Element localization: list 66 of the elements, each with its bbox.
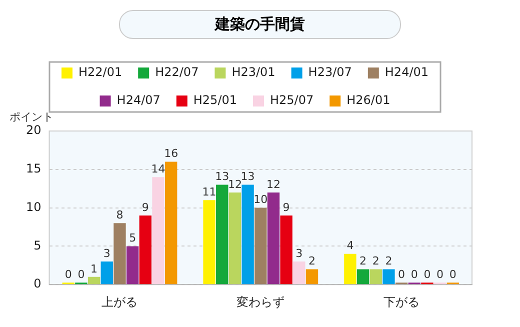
data-label: 9	[282, 200, 290, 214]
data-label: 3	[103, 246, 110, 260]
data-label: 11	[202, 185, 216, 198]
x-tick-label: 下がる	[384, 294, 420, 309]
y-tick-label: 20	[26, 123, 42, 138]
bar	[164, 162, 178, 284]
y-tick-label: 0	[34, 276, 42, 291]
data-label: 5	[129, 232, 136, 245]
data-label: 0	[78, 268, 85, 281]
data-label: 0	[449, 268, 456, 281]
legend-label: H22/07	[155, 65, 199, 80]
data-label: 2	[385, 254, 392, 268]
y-tick-label: 10	[26, 200, 42, 214]
bar	[242, 184, 254, 284]
data-label: 13	[240, 170, 255, 184]
bar	[152, 177, 164, 284]
data-label: 8	[116, 208, 124, 222]
data-label: 0	[424, 268, 431, 281]
legend-label: H26/01	[346, 93, 390, 108]
y-tick-label: 15	[26, 162, 42, 176]
data-label: 2	[372, 254, 380, 268]
data-label: 0	[64, 268, 72, 281]
data-label: 12	[228, 178, 242, 191]
bar	[216, 184, 228, 284]
bar	[306, 269, 318, 284]
bar	[228, 192, 242, 284]
data-label: 2	[360, 254, 367, 268]
data-label: 3	[296, 246, 303, 260]
data-label: 0	[398, 268, 406, 281]
data-label: 0	[410, 268, 418, 281]
bar	[370, 269, 382, 284]
legend-label: H23/01	[232, 65, 276, 80]
legend-label: H22/01	[78, 65, 122, 80]
legend-label: H24/07	[116, 93, 160, 108]
data-label: 2	[308, 254, 316, 268]
legend-label: H23/07	[308, 65, 352, 80]
legend-label: H24/01	[384, 65, 429, 80]
y-axis-title: ポイント	[9, 110, 54, 124]
bar	[356, 269, 370, 284]
data-label: 0	[436, 268, 444, 281]
data-label: 14	[151, 162, 166, 176]
bar	[382, 269, 395, 284]
bar	[114, 223, 126, 284]
x-tick-label: 上がる	[102, 294, 138, 309]
x-tick-label: 変わらず	[236, 294, 285, 309]
bar	[254, 208, 267, 284]
bar	[280, 215, 292, 284]
legend-label: H25/07	[270, 93, 314, 108]
chart-title: 建築の手間賃	[119, 10, 401, 39]
bar	[293, 262, 306, 284]
data-label: 12	[266, 178, 280, 191]
bar	[139, 215, 152, 284]
data-label: 9	[142, 200, 149, 214]
bar	[203, 200, 216, 284]
bar	[88, 276, 100, 284]
data-label: 4	[346, 239, 354, 252]
data-label: 10	[254, 193, 268, 206]
data-label: 16	[164, 147, 178, 160]
bar	[267, 192, 280, 284]
legend-label: H25/01	[193, 93, 238, 108]
bar	[344, 254, 356, 284]
y-tick-label: 5	[34, 238, 42, 252]
data-label: 13	[215, 170, 230, 184]
data-label: 1	[90, 262, 98, 276]
bar	[100, 262, 113, 284]
bar	[126, 246, 139, 284]
